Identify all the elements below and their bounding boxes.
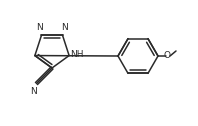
- Text: N: N: [36, 23, 43, 32]
- Text: O: O: [164, 52, 170, 60]
- Text: N: N: [30, 87, 37, 96]
- Text: NH: NH: [70, 50, 84, 59]
- Text: N: N: [61, 23, 68, 32]
